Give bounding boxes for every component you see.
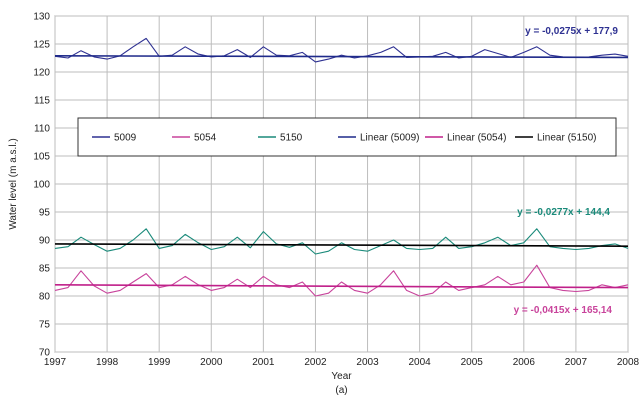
y-tick-label: 70 [39,348,51,359]
legend-label: 5150 [280,133,303,144]
series-line-linear-5054 [54,283,629,289]
legend-label: 5054 [194,133,217,144]
y-tick-label: 110 [34,124,50,135]
y-tick-label: 120 [33,68,50,79]
x-tick-label: 1997 [44,357,67,368]
y-tick-label: 100 [33,180,50,191]
x-tick-label: 2000 [200,357,223,368]
series-line-5054 [54,264,629,297]
x-tick-label: 2004 [409,357,432,368]
x-tick-label: 1999 [148,357,171,368]
y-tick-label: 125 [33,40,50,51]
trend-equation-5054: y = -0,0415x + 165,14 [514,305,613,316]
series-line-linear-5150 [54,243,629,247]
figure-caption: (a) [335,385,347,396]
y-tick-label: 85 [39,264,51,275]
y-tick-label: 75 [39,320,51,331]
y-tick-label: 115 [34,96,50,107]
y-tick-label: 90 [39,236,51,247]
legend-label: Linear (5150) [537,133,596,144]
x-tick-label: 2008 [617,357,639,368]
x-tick-label: 2006 [513,357,536,368]
y-axis-title: Water level (m a.s.l.) [8,138,19,229]
x-tick-label: 2002 [304,357,327,368]
x-tick-label: 2001 [252,357,275,368]
trend-equation-5009: y = -0,0275x + 177,9 [525,26,618,37]
legend-label: Linear (5054) [447,133,506,144]
legend-label: Linear (5009) [360,133,419,144]
series-line-linear-5009 [54,55,629,59]
x-tick-label: 1998 [96,357,119,368]
y-tick-label: 105 [33,152,50,163]
x-tick-label: 2007 [565,357,588,368]
trend-equation-5150: y = -0,0277x + 144,4 [517,207,610,218]
x-tick-label: 2003 [356,357,379,368]
y-tick-label: 130 [33,12,50,23]
series-line-5150 [54,228,629,255]
x-axis-title: Year [331,371,352,382]
x-tick-label: 2005 [461,357,484,368]
series-line-5009 [54,37,629,63]
y-tick-label: 80 [39,292,51,303]
legend-label: 5009 [114,133,137,144]
y-tick-label: 95 [39,208,51,219]
